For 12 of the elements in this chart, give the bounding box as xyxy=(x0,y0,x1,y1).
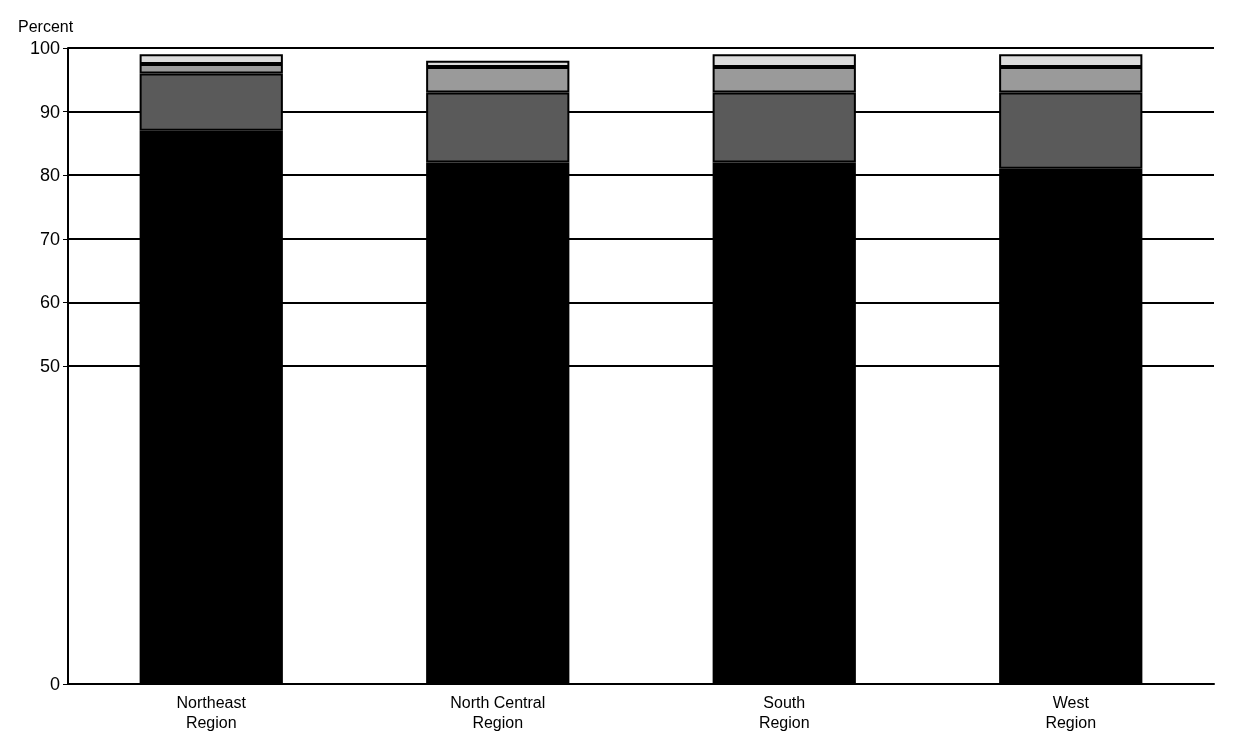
y-axis-title: Percent xyxy=(18,17,74,35)
y-tick-label: 90 xyxy=(39,101,60,122)
y-tick-label: 0 xyxy=(49,674,60,694)
y-tick-label: 50 xyxy=(39,356,60,376)
y-tick-label: 70 xyxy=(39,228,60,249)
y-tick-label: 80 xyxy=(39,165,60,186)
x-tick-label: West Region xyxy=(1045,693,1097,731)
y-tick-label: 100 xyxy=(29,38,60,58)
x-tick-label: South Region xyxy=(758,693,810,731)
y-tick-label: 60 xyxy=(39,292,60,313)
x-tick-label: North Central Region xyxy=(450,693,546,731)
x-tick-label: Northeast Region xyxy=(176,693,247,731)
